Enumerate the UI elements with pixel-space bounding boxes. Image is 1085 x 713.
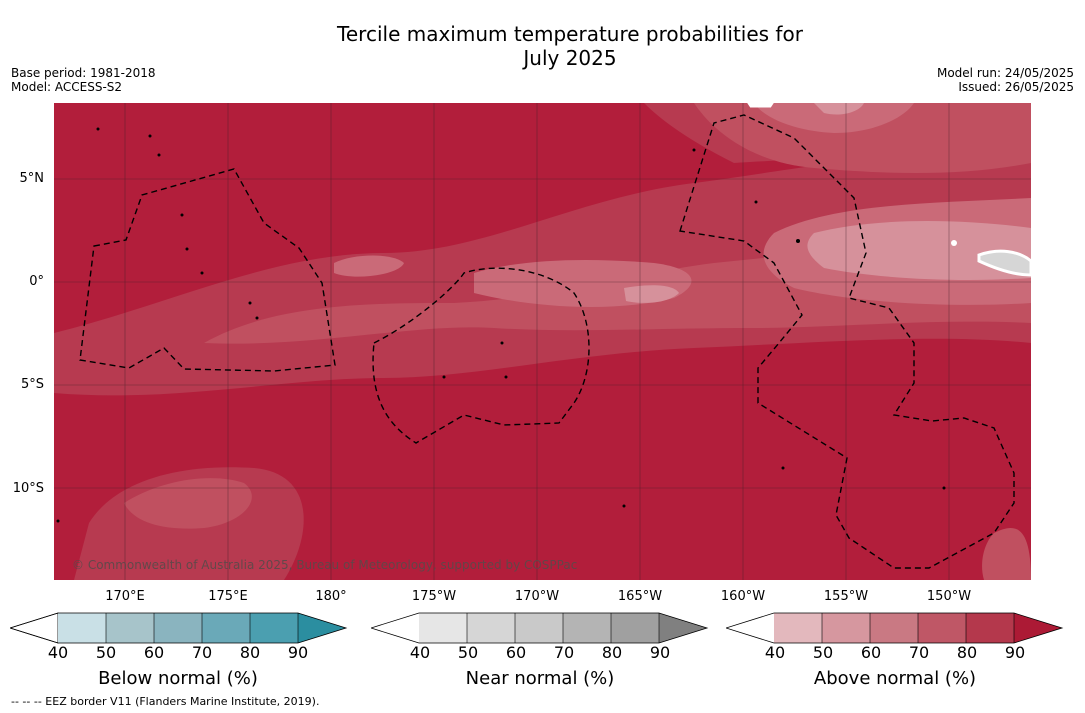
cbar-near-tick-80: 80 bbox=[601, 643, 623, 662]
band-50-east bbox=[807, 221, 1031, 280]
eez-tokelau bbox=[372, 267, 590, 444]
cbar-below-tick-50: 50 bbox=[95, 643, 117, 662]
lat-label-10s: 10°S bbox=[12, 481, 44, 496]
cbar-near-lower-arrow bbox=[371, 613, 419, 643]
cbar-near-swatch-4 bbox=[563, 613, 611, 643]
cbar-above-title: Above normal (%) bbox=[813, 668, 977, 689]
band-60-west bbox=[334, 255, 404, 277]
cbar-below-tick-60: 60 bbox=[143, 643, 165, 662]
near-normal-patch-north bbox=[747, 103, 774, 108]
cbar-near-tick-50: 50 bbox=[457, 643, 479, 662]
cbar-above-tick-50: 50 bbox=[812, 643, 834, 662]
colorbar-below-normal bbox=[10, 612, 348, 644]
cbar-near-title: Near normal (%) bbox=[465, 668, 615, 689]
lon-label-170w: 170°W bbox=[514, 589, 560, 604]
colorbar-near-normal bbox=[371, 612, 709, 644]
lat-label-0: 0° bbox=[29, 274, 44, 289]
cbar-below-swatch-5 bbox=[250, 613, 298, 643]
cbar-below-upper-arrow bbox=[298, 613, 346, 643]
cbar-near-tick-40: 40 bbox=[409, 643, 431, 662]
cbar-near-swatch-1 bbox=[419, 613, 467, 643]
band-70-southwest bbox=[124, 478, 252, 529]
band-60-north bbox=[754, 103, 914, 133]
cbar-below-swatch-3 bbox=[154, 613, 202, 643]
meta-right: Model run: 24/05/2025 Issued: 26/05/2025 bbox=[937, 66, 1074, 94]
cbar-near-tick-70: 70 bbox=[553, 643, 575, 662]
eez-footnote: -- -- -- EEZ border V11 (Flanders Marine… bbox=[11, 695, 320, 708]
cbar-above-tick-70: 70 bbox=[908, 643, 930, 662]
islands bbox=[56, 127, 946, 523]
lon-label-155w: 155°W bbox=[823, 589, 869, 604]
cbar-near-tick-60: 60 bbox=[505, 643, 527, 662]
near-normal-patch-east bbox=[977, 249, 1031, 277]
cbar-above-lower-arrow bbox=[726, 613, 774, 643]
copyright-notice: © Commonwealth of Australia 2025, Bureau… bbox=[72, 558, 578, 572]
cbar-below-swatch-4 bbox=[202, 613, 250, 643]
title-line-2: July 2025 bbox=[523, 46, 617, 70]
eez-tuvalu bbox=[79, 168, 336, 372]
lat-label-5s: 5°S bbox=[20, 377, 44, 392]
base-period: Base period: 1981-2018 bbox=[11, 66, 156, 80]
lon-label-160w: 160°W bbox=[720, 589, 766, 604]
cbar-near-swatch-3 bbox=[515, 613, 563, 643]
band-50-north bbox=[814, 103, 864, 115]
lon-label-150w: 150°W bbox=[926, 589, 972, 604]
cbar-below-tick-70: 70 bbox=[191, 643, 213, 662]
cbar-below-title: Below normal (%) bbox=[98, 668, 258, 689]
cbar-above-tick-60: 60 bbox=[860, 643, 882, 662]
eez-borders bbox=[79, 114, 1015, 569]
lon-label-170e: 170°E bbox=[105, 589, 145, 604]
cbar-above-swatch-4 bbox=[918, 613, 966, 643]
cbar-near-swatch-2 bbox=[467, 613, 515, 643]
cbar-above-swatch-5 bbox=[966, 613, 1014, 643]
cbar-above-swatch-3 bbox=[870, 613, 918, 643]
cbar-near-upper-arrow bbox=[659, 613, 707, 643]
cbar-below-lower-arrow bbox=[10, 612, 59, 644]
cbar-below-swatch-1 bbox=[58, 613, 106, 643]
cbar-near-swatch-5 bbox=[611, 613, 659, 643]
cbar-above-tick-80: 80 bbox=[956, 643, 978, 662]
map-title: Tercile maximum temperature probabilitie… bbox=[0, 22, 1085, 70]
band-70-southeast bbox=[982, 527, 1031, 580]
meta-left: Base period: 1981-2018 Model: ACCESS-S2 bbox=[11, 66, 156, 94]
cbar-below-tick-80: 80 bbox=[239, 643, 261, 662]
model-run: Model run: 24/05/2025 bbox=[936, 66, 1074, 80]
issued-date: Issued: 26/05/2025 bbox=[958, 80, 1074, 94]
cbar-near-tick-90: 90 bbox=[649, 643, 671, 662]
near-normal-dot bbox=[951, 240, 957, 246]
cbar-above-swatch-2 bbox=[822, 613, 870, 643]
colorbar-above-normal bbox=[726, 612, 1064, 644]
eez-kiribati bbox=[679, 114, 1015, 569]
title-line-1: Tercile maximum temperature probabilitie… bbox=[337, 22, 803, 46]
probability-map bbox=[54, 103, 1031, 580]
lon-label-175e: 175°E bbox=[208, 589, 248, 604]
band-70 bbox=[204, 213, 1031, 344]
cbar-above-tick-40: 40 bbox=[764, 643, 786, 662]
model-name: Model: ACCESS-S2 bbox=[11, 80, 123, 94]
cbar-above-swatch-1 bbox=[774, 613, 822, 643]
cbar-below-tick-40: 40 bbox=[47, 643, 69, 662]
cbar-above-tick-90: 90 bbox=[1004, 643, 1026, 662]
cbar-below-tick-90: 90 bbox=[287, 643, 309, 662]
lon-label-180: 180° bbox=[315, 589, 347, 604]
cbar-above-upper-arrow bbox=[1014, 613, 1062, 643]
band-50-center bbox=[624, 285, 679, 303]
lat-label-5n: 5°N bbox=[19, 171, 45, 186]
lon-label-175w: 175°W bbox=[411, 589, 457, 604]
cbar-below-swatch-2 bbox=[106, 613, 154, 643]
lon-label-165w: 165°W bbox=[617, 589, 663, 604]
